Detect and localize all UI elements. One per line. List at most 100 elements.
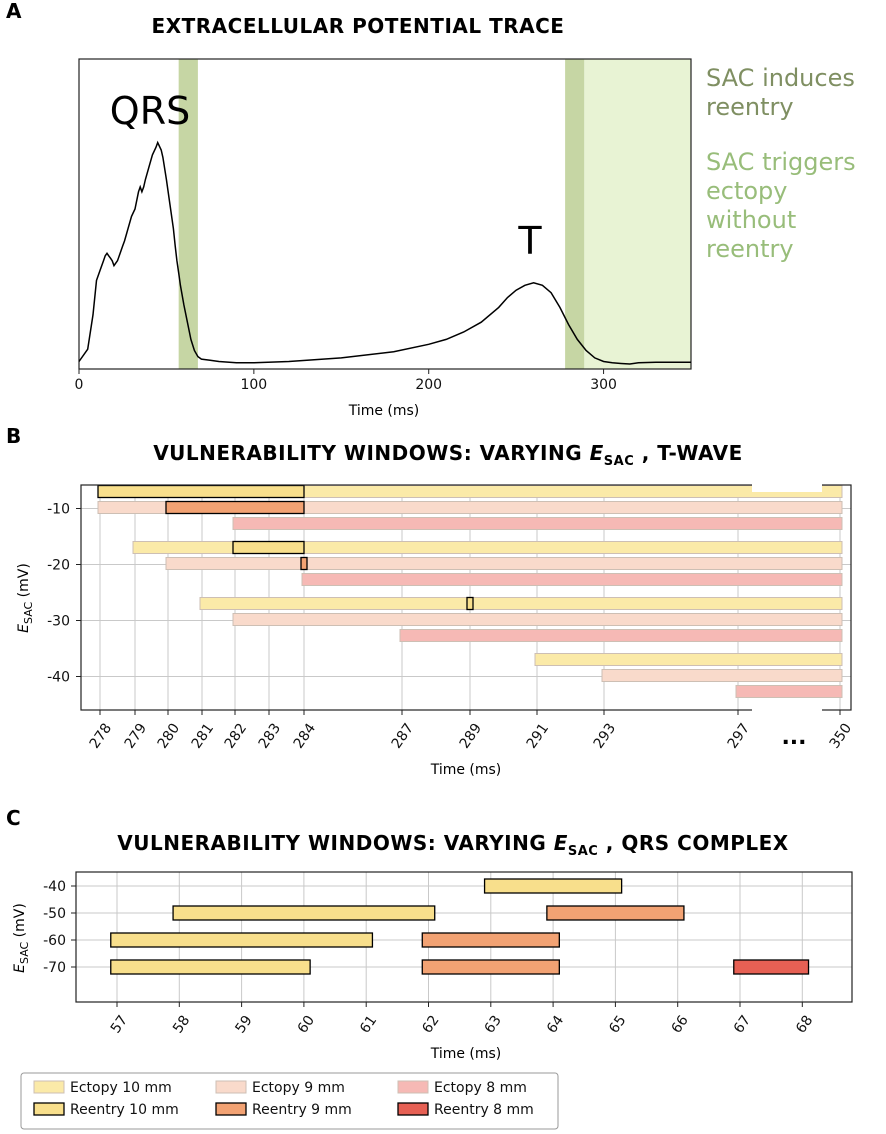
panel-c-xlabel: Time (ms) — [430, 1046, 502, 1062]
ectopy-bar — [601, 669, 843, 682]
legend-swatch — [215, 1102, 247, 1116]
panel-c-bars — [110, 878, 810, 975]
x-tick-label: 66 — [669, 1013, 692, 1037]
shaded-regions — [178, 59, 691, 369]
x-tick-label: 284 — [291, 721, 319, 752]
y-tick-label: -30 — [47, 614, 70, 630]
x-tick-label: 287 — [389, 721, 417, 752]
reentry-bar — [733, 959, 810, 975]
y-tick-label: -60 — [43, 933, 66, 949]
x-tick-label: 293 — [591, 721, 619, 752]
ectopy-bar — [735, 685, 843, 698]
panel-b-letter: B — [6, 424, 21, 448]
reentry-bar — [232, 540, 305, 555]
legend-swatch — [397, 1102, 429, 1116]
panel-c: C VULNERABILITY WINDOWS: VARYING ESAC , … — [6, 806, 853, 1062]
x-tick-label: 278 — [87, 721, 115, 752]
reentry-bar — [546, 905, 685, 921]
x-tick-label: 282 — [222, 721, 250, 752]
panel-a-x-axis: 0 100 200 300 — [75, 369, 617, 393]
panel-b-y-axis: -10 -20 -30 -40 — [47, 502, 81, 686]
panel-a-title: EXTRACELLULAR POTENTIAL TRACE — [152, 14, 565, 38]
axis-break-gap-top — [752, 478, 822, 492]
x-tick-label: 281 — [189, 721, 217, 752]
ectopy-bar — [165, 557, 843, 570]
legend-swatch — [215, 1080, 247, 1094]
x-tick-label: 60 — [295, 1013, 318, 1037]
panel-a: A EXTRACELLULAR POTENTIAL TRACE QRS T 0 1… — [6, 0, 856, 419]
legend-label: Reentry 9 mm — [252, 1102, 352, 1118]
x-tick-label: 289 — [457, 721, 485, 752]
x-tick-label: 350 — [827, 721, 855, 752]
x-tick-label: 61 — [357, 1013, 380, 1037]
legend-ectopy-line2: ectopy — [706, 177, 788, 205]
shade-legend: SAC induces reentry SAC triggers ectopy … — [706, 64, 856, 263]
x-tick-label: 291 — [524, 721, 552, 752]
panel-c-x-axis: 57 58 59 60 61 62 63 64 65 66 67 68 — [108, 1002, 816, 1037]
x-tick-label: 280 — [155, 721, 183, 752]
y-tick-label: -70 — [43, 960, 66, 976]
shade-reentry-0 — [178, 59, 198, 369]
ectopy-bar — [132, 541, 843, 554]
panel-b-bars — [97, 484, 843, 698]
panel-c-ylabel: ESAC (mV) — [12, 903, 31, 973]
reentry-bar — [97, 484, 305, 499]
legend-reentry-line2: reentry — [706, 93, 794, 121]
x-tick-label: 62 — [419, 1013, 442, 1037]
qrs-annotation: QRS — [110, 89, 190, 133]
x-tick-label: 0 — [75, 377, 84, 393]
chart-legend: Ectopy 10 mm Ectopy 9 mm Ectopy 8 mm Reentr… — [20, 1072, 559, 1130]
reentry-bar — [172, 905, 436, 921]
x-tick-label: 67 — [731, 1013, 754, 1037]
ectopy-bar — [232, 613, 843, 626]
reentry-bar — [466, 596, 474, 611]
reentry-bar — [110, 932, 374, 948]
axis-break-gap — [752, 702, 822, 718]
legend-ectopy-line3: without — [706, 206, 796, 234]
x-tick-label: 65 — [606, 1013, 629, 1037]
panel-c-letter: C — [6, 806, 21, 830]
legend-label: Reentry 8 mm — [434, 1102, 534, 1118]
legend-swatch — [33, 1102, 65, 1116]
y-tick-label: -10 — [47, 502, 70, 518]
legend-label: Ectopy 8 mm — [434, 1080, 527, 1096]
legend-label: Ectopy 9 mm — [252, 1080, 345, 1096]
legend-items: Ectopy 10 mm Ectopy 9 mm Ectopy 8 mm Reentr… — [33, 1080, 534, 1118]
panel-c-title: VULNERABILITY WINDOWS: VARYING ESAC , QR… — [117, 831, 789, 859]
shade-ectopy-2 — [584, 59, 691, 369]
panel-a-letter: A — [6, 0, 22, 23]
x-tick-label: 58 — [170, 1013, 193, 1037]
legend-reentry-line1: SAC induces — [706, 64, 855, 92]
reentry-bar — [483, 878, 623, 894]
legend-ectopy-line4: reentry — [706, 235, 794, 263]
legend-ectopy-line1: SAC triggers — [706, 148, 856, 176]
y-tick-label: -40 — [47, 670, 70, 686]
panel-b-xlabel: Time (ms) — [430, 762, 502, 778]
t-annotation: T — [517, 219, 542, 263]
x-tick-label: 68 — [793, 1013, 816, 1037]
potential-trace-line — [78, 140, 691, 365]
ectopy-bar — [534, 653, 843, 666]
x-tick-label: 297 — [725, 721, 753, 752]
reentry-bar — [421, 932, 560, 948]
axis-ellipsis: ... — [781, 725, 806, 750]
reentry-bar — [421, 959, 560, 975]
x-tick-label: 283 — [256, 721, 284, 752]
x-tick-label: 100 — [240, 377, 267, 393]
panel-c-frame — [75, 871, 853, 1003]
y-tick-label: -20 — [47, 558, 70, 574]
panel-b-frame — [80, 484, 852, 711]
legend-label: Reentry 10 mm — [70, 1102, 179, 1118]
y-tick-label: -40 — [43, 879, 66, 895]
reentry-bar — [110, 959, 311, 975]
panel-a-xlabel: Time (ms) — [348, 403, 420, 419]
legend-swatch — [33, 1080, 65, 1094]
ectopy-bar — [301, 573, 843, 586]
panel-b: B VULNERABILITY WINDOWS: VARYING ESAC , … — [6, 424, 855, 778]
panel-b-x-axis: 278 279 280 281 282 283 284 287 289 291 293 297 350 — [87, 710, 855, 752]
panel-b-ylabel: ESAC (mV) — [16, 563, 35, 633]
shade-reentry-1 — [565, 59, 585, 369]
x-tick-label: 300 — [590, 377, 617, 393]
legend-swatch — [397, 1080, 429, 1094]
